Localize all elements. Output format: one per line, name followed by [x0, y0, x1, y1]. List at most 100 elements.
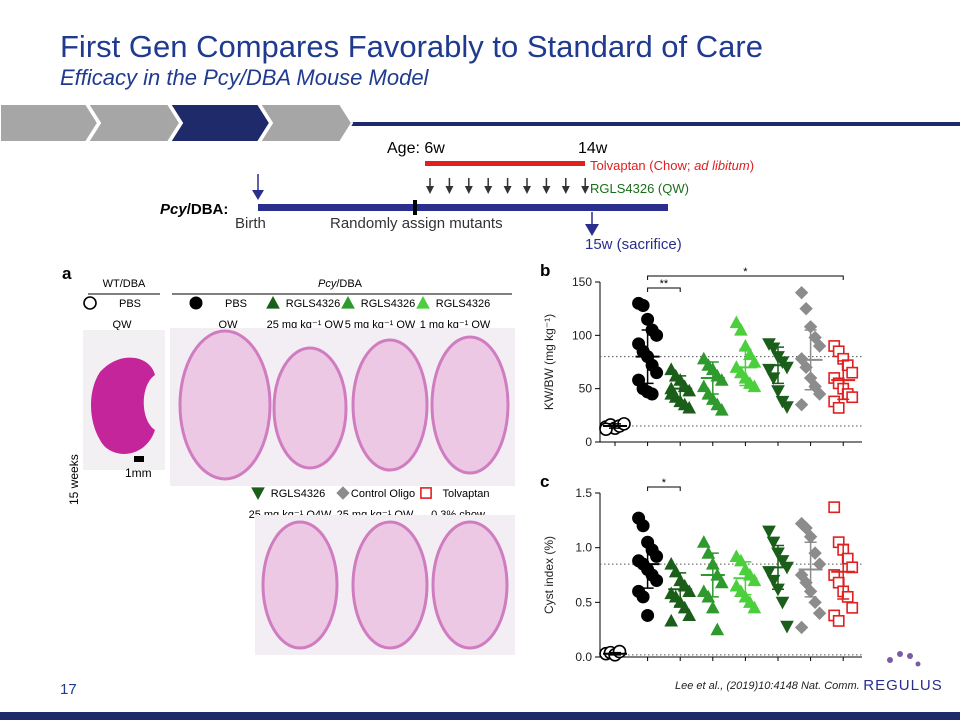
- page-number: 17: [60, 681, 77, 698]
- significance-bracket: [647, 287, 681, 292]
- legend-marker: [189, 296, 203, 310]
- data-point: [729, 315, 744, 329]
- error-bar: [837, 360, 850, 401]
- legend-marker: [341, 295, 355, 309]
- data-point: [766, 574, 781, 588]
- data-point: [828, 501, 841, 514]
- error-bar: [739, 561, 752, 596]
- data-point: [775, 596, 790, 610]
- data-point: [747, 573, 762, 587]
- data-point: [668, 564, 683, 578]
- logo-dot: [907, 653, 913, 659]
- data-point: [636, 590, 650, 604]
- data-point: [794, 352, 809, 366]
- y-tick-label: 150: [572, 275, 592, 289]
- y-tick-label: 0.0: [575, 650, 592, 664]
- kidney-image: [272, 346, 348, 470]
- error-bar: [609, 651, 621, 656]
- error-bar: [706, 552, 719, 598]
- data-point: [650, 549, 664, 563]
- data-point: [794, 397, 809, 412]
- data-point: [743, 347, 757, 361]
- logo: REGULUS: [863, 651, 943, 694]
- data-point: [799, 521, 813, 535]
- data-point: [812, 557, 827, 571]
- data-point: [641, 608, 655, 622]
- data-point: [696, 379, 711, 393]
- data-point: [775, 555, 790, 568]
- data-point: [812, 339, 827, 353]
- logo-dot: [897, 651, 903, 657]
- data-point: [747, 600, 762, 614]
- group-name: PBS: [225, 298, 247, 310]
- error-bar: [739, 348, 752, 387]
- step-active: [168, 103, 272, 143]
- data-point: [799, 301, 813, 316]
- error-bar: [772, 346, 784, 385]
- steps: [0, 103, 960, 143]
- logo-dot: [915, 661, 921, 667]
- error-bar: [674, 572, 687, 607]
- data-point: [682, 400, 697, 414]
- dose-arrowhead: [581, 186, 590, 194]
- significance-label: *: [662, 477, 667, 489]
- kidney-image: [351, 338, 429, 472]
- error-bar: [641, 539, 654, 589]
- data-point: [734, 322, 748, 336]
- kidney-image: [430, 335, 510, 475]
- data-point: [714, 402, 729, 416]
- error-bar: [674, 375, 687, 403]
- error-bar: [837, 543, 850, 600]
- timeline: Age: 6w 14w Tolvaptan (Chow; ad libitum)…: [160, 140, 754, 253]
- data-point: [650, 366, 664, 380]
- step: [258, 103, 354, 143]
- group-dose: QW: [113, 319, 133, 331]
- significance-bracket: [647, 486, 681, 491]
- data-point: [780, 401, 794, 414]
- y-axis-label: KW/BW (mg kg⁻¹): [542, 314, 556, 410]
- assign-tick: [413, 200, 417, 215]
- data-point: [636, 519, 650, 533]
- data-point: [832, 615, 845, 627]
- data-point: [766, 342, 781, 356]
- data-point: [846, 366, 859, 379]
- data-point: [650, 573, 664, 587]
- y-tick-label: 50: [579, 382, 593, 396]
- data-point: [808, 595, 822, 610]
- age-end: 14w: [578, 140, 608, 157]
- data-point: [682, 584, 697, 597]
- assign-label: Randomly assign mutants: [330, 215, 503, 232]
- legend-marker: [336, 486, 350, 500]
- data-point: [780, 620, 794, 634]
- data-point: [714, 575, 729, 589]
- kidney-image: [178, 329, 272, 481]
- group-name: RGLS4326: [436, 298, 490, 310]
- dose-arrowhead: [426, 186, 434, 194]
- data-point: [664, 613, 679, 627]
- data-point: [636, 298, 650, 312]
- data-point: [794, 620, 809, 635]
- group-name: RGLS4326: [361, 298, 415, 310]
- legend-marker: [83, 296, 97, 310]
- data-point: [794, 285, 809, 300]
- legend-marker: [251, 487, 265, 501]
- y-tick-label: 1.5: [575, 486, 592, 500]
- step: [86, 103, 182, 143]
- error-bar: [772, 544, 784, 590]
- group-name: Control Oligo: [351, 488, 415, 500]
- tolvaptan-bar: [425, 161, 585, 166]
- group-name: PBS: [119, 298, 141, 310]
- panel-label: c: [540, 472, 549, 491]
- error-bar: [804, 329, 817, 391]
- logo-text: REGULUS: [863, 677, 943, 694]
- dose-arrowhead: [561, 186, 570, 194]
- error-bar: [641, 329, 654, 385]
- data-point: [710, 622, 725, 636]
- group-header: Pcy/DBA: [318, 278, 363, 290]
- y-tick-label: 1.0: [575, 541, 592, 555]
- birth-arrowhead: [252, 190, 264, 200]
- data-point: [812, 387, 827, 401]
- data-point: [645, 387, 659, 401]
